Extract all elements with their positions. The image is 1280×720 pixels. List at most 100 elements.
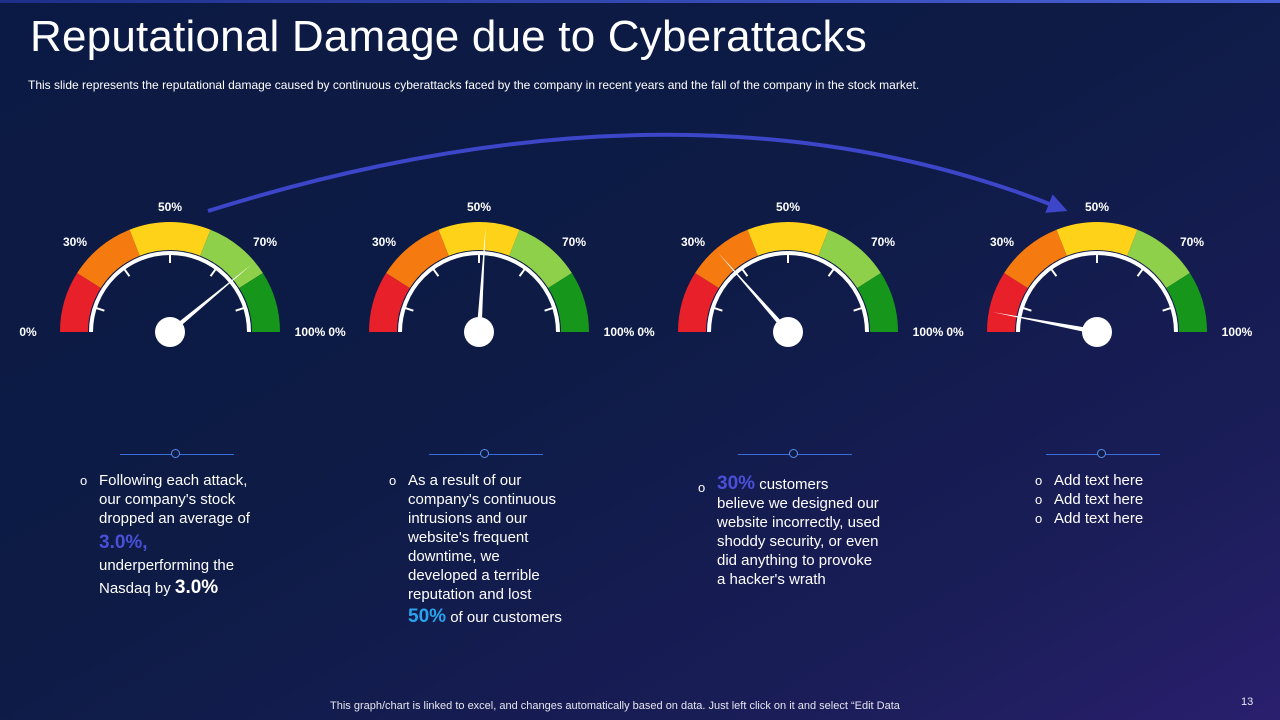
gauge-tick	[853, 306, 864, 312]
text-line: company's continuous	[408, 491, 556, 508]
text-line: intrusions and our	[408, 510, 528, 527]
gauge-tick-label: 70%	[871, 235, 895, 249]
gauge-band	[1165, 273, 1207, 333]
gauge-band	[386, 229, 450, 289]
gauge-band	[547, 273, 589, 333]
bullet-icon: o	[389, 473, 397, 488]
gauge-band	[238, 273, 280, 333]
text-line: shoddy security, or even	[717, 533, 879, 550]
gauge-2: 0% 30% 50% 70% 100%	[328, 200, 635, 347]
separator-2	[429, 449, 543, 461]
text-line: downtime, we	[408, 548, 500, 565]
text-block-3: o 30% customers believe we designed our …	[698, 474, 908, 589]
gauge-tick-label: 50%	[1085, 200, 1109, 214]
highlight-value: 50%	[408, 606, 447, 627]
text-line: did anything to provoke	[717, 552, 873, 569]
gauge-tick	[544, 306, 555, 312]
text-line: underperforming the	[99, 557, 235, 574]
text-line: of our customers	[450, 609, 562, 626]
text-line: our company's stock	[99, 491, 236, 508]
gauge-hub	[155, 317, 185, 347]
gauge-band	[1004, 229, 1068, 289]
gauge-tick	[1021, 306, 1032, 312]
gauge-tick-label: 30%	[990, 235, 1014, 249]
bullet-icon: o	[698, 480, 706, 495]
slide-subtitle: This slide represents the reputational d…	[28, 78, 920, 92]
text-line: Following each attack,	[99, 472, 248, 489]
gauge-tick	[1162, 306, 1173, 312]
page-number: 13	[1241, 696, 1254, 708]
gauge-tick	[1136, 267, 1145, 277]
bullet-icon: o	[1035, 473, 1043, 488]
list-item: Add text here	[1054, 491, 1144, 508]
gauge-tick-label: 70%	[1180, 235, 1204, 249]
highlight-value: 3.0%,	[99, 532, 148, 553]
footer-note: This graph/chart is linked to excel, and…	[330, 700, 900, 712]
gauge-tick	[122, 267, 131, 277]
gauge-band	[129, 222, 211, 256]
highlight-value: 30%	[717, 473, 756, 494]
bullet-icon: o	[1035, 492, 1043, 507]
gauge-tick	[1049, 267, 1058, 277]
gauge-tick-label: 70%	[562, 235, 586, 249]
gauge-tick-label: 100%	[913, 325, 944, 339]
gauge-band	[747, 222, 829, 256]
separator-1	[120, 449, 234, 461]
gauge-band	[1126, 229, 1190, 289]
gauge-band	[77, 229, 141, 289]
gauge-band	[695, 229, 759, 289]
text-block-4: o Add text here o Add text here o Add text …	[1035, 471, 1235, 528]
text-line: dropped an average of	[99, 510, 250, 527]
gauge-4: 0% 30% 50% 70% 100%	[946, 200, 1253, 347]
gauge-tick-label: 70%	[253, 235, 277, 249]
text-line: a hacker's wrath	[717, 571, 826, 588]
text-block-1: o Following each attack, our company's s…	[80, 471, 280, 598]
text-line: reputation and lost	[408, 586, 532, 603]
text-line: website incorrectly, used	[717, 514, 881, 531]
bullet-icon: o	[80, 473, 88, 488]
gauge-tick-label: 0%	[19, 325, 37, 339]
text-line: website's frequent	[408, 529, 529, 546]
gauge-tick	[94, 306, 105, 312]
gauge-needle	[168, 264, 252, 334]
connector-arrow	[207, 132, 1068, 213]
gauge-band	[199, 229, 263, 289]
gauge-3: 0% 30% 50% 70% 100%	[637, 200, 944, 347]
gauge-tick-label: 0%	[946, 325, 964, 339]
gauge-tick	[827, 267, 836, 277]
bullet-icon: o	[1035, 511, 1043, 526]
gauge-hub	[464, 317, 494, 347]
gauge-tick-label: 0%	[328, 325, 346, 339]
gauge-tick	[518, 267, 527, 277]
gauge-tick-label: 100%	[604, 325, 635, 339]
text-line: Nasdaq by	[99, 580, 171, 597]
gauge-tick	[235, 306, 246, 312]
gauge-band	[817, 229, 881, 289]
text-line: As a result of our	[408, 472, 522, 489]
gauge-tick-label: 100%	[1222, 325, 1253, 339]
text-line: customers	[759, 476, 829, 493]
gauge-band	[60, 273, 102, 333]
gauge-band	[987, 273, 1029, 333]
gauge-needle	[476, 226, 486, 333]
highlight-value: 3.0%	[174, 577, 219, 598]
gauge-band	[508, 229, 572, 289]
gauge-needle	[992, 312, 1098, 335]
text-line: believe we designed our	[717, 495, 879, 512]
gauge-band	[438, 222, 520, 256]
separator-3	[738, 449, 852, 461]
gauge-band	[369, 273, 411, 333]
top-accent-bar	[0, 0, 1280, 3]
gauge-tick-label: 50%	[467, 200, 491, 214]
gauge-tick-label: 30%	[681, 235, 705, 249]
gauge-tick-label: 30%	[372, 235, 396, 249]
text-line: developed a terrible	[408, 567, 540, 584]
gauge-1: 0% 30% 50% 70% 100%	[19, 200, 326, 347]
gauge-band	[1056, 222, 1138, 256]
slide-title: Reputational Damage due to Cyberattacks	[30, 12, 867, 61]
gauge-tick-label: 50%	[158, 200, 182, 214]
gauge-tick-label: 50%	[776, 200, 800, 214]
gauge-tick	[712, 306, 723, 312]
gauge-tick	[209, 267, 218, 277]
